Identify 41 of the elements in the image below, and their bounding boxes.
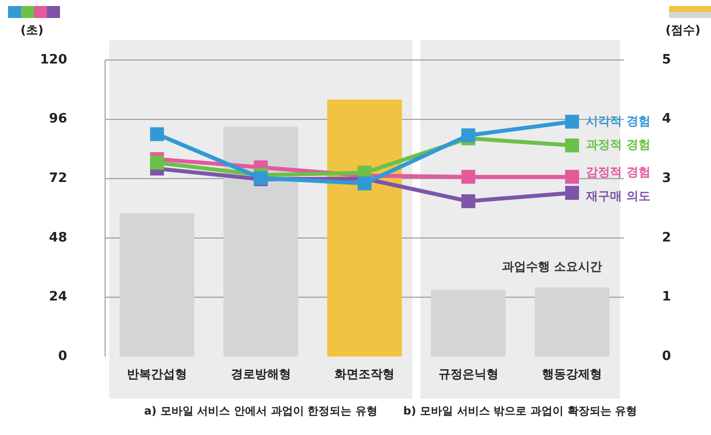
bar: [430, 290, 506, 357]
point: [565, 186, 580, 200]
y2-tick-label: 4: [662, 112, 671, 127]
series-label: 과정적 경험: [586, 138, 650, 152]
x-tick-label: 화면조작형: [334, 366, 395, 381]
point: [461, 170, 476, 184]
point: [358, 176, 372, 190]
y2-tick-label: 1: [662, 290, 671, 305]
y-tick-label: 24: [49, 290, 68, 305]
y-tick-label: 120: [40, 52, 68, 68]
point: [565, 114, 580, 129]
point: [150, 127, 164, 142]
point: [461, 194, 476, 208]
series-label: 시각적 경험: [586, 114, 650, 128]
y2-tick-label: 2: [662, 230, 671, 246]
bar: [327, 100, 402, 357]
x-tick-label: 반복간섭형: [127, 366, 188, 381]
y-tick-label: 96: [49, 112, 68, 127]
series-label: 재구매 의도: [585, 189, 650, 203]
point: [565, 170, 580, 184]
y2-tick-label: 3: [662, 171, 671, 186]
band-label: b) 모바일 서비스 밖으로 과업이 확장되는 유형: [403, 404, 638, 418]
y-tick-label: 72: [49, 171, 68, 186]
y-tick-label: 48: [49, 230, 68, 246]
point: [461, 128, 476, 142]
bar: [534, 287, 610, 357]
y-tick-label: 0: [58, 348, 68, 364]
series-label: 감정적 경험: [586, 164, 650, 179]
bar: [120, 213, 194, 357]
band-label: a) 모바일 서비스 안에서 과업이 한정되는 유형: [144, 404, 378, 418]
bar: [223, 126, 298, 357]
series-label: 과업수행 소요시간: [502, 260, 602, 274]
x-tick-label: 규정은닉형: [438, 366, 498, 381]
x-tick-label: 행동강제형: [542, 366, 602, 381]
y2-tick-label: 5: [662, 52, 671, 68]
x-tick-label: 경로방해형: [230, 366, 291, 381]
y2-axis-title: (점수): [666, 23, 700, 37]
point: [150, 156, 164, 170]
point: [565, 138, 580, 152]
y2-tick-label: 0: [662, 348, 671, 364]
y-axis-title: (초): [20, 23, 44, 37]
